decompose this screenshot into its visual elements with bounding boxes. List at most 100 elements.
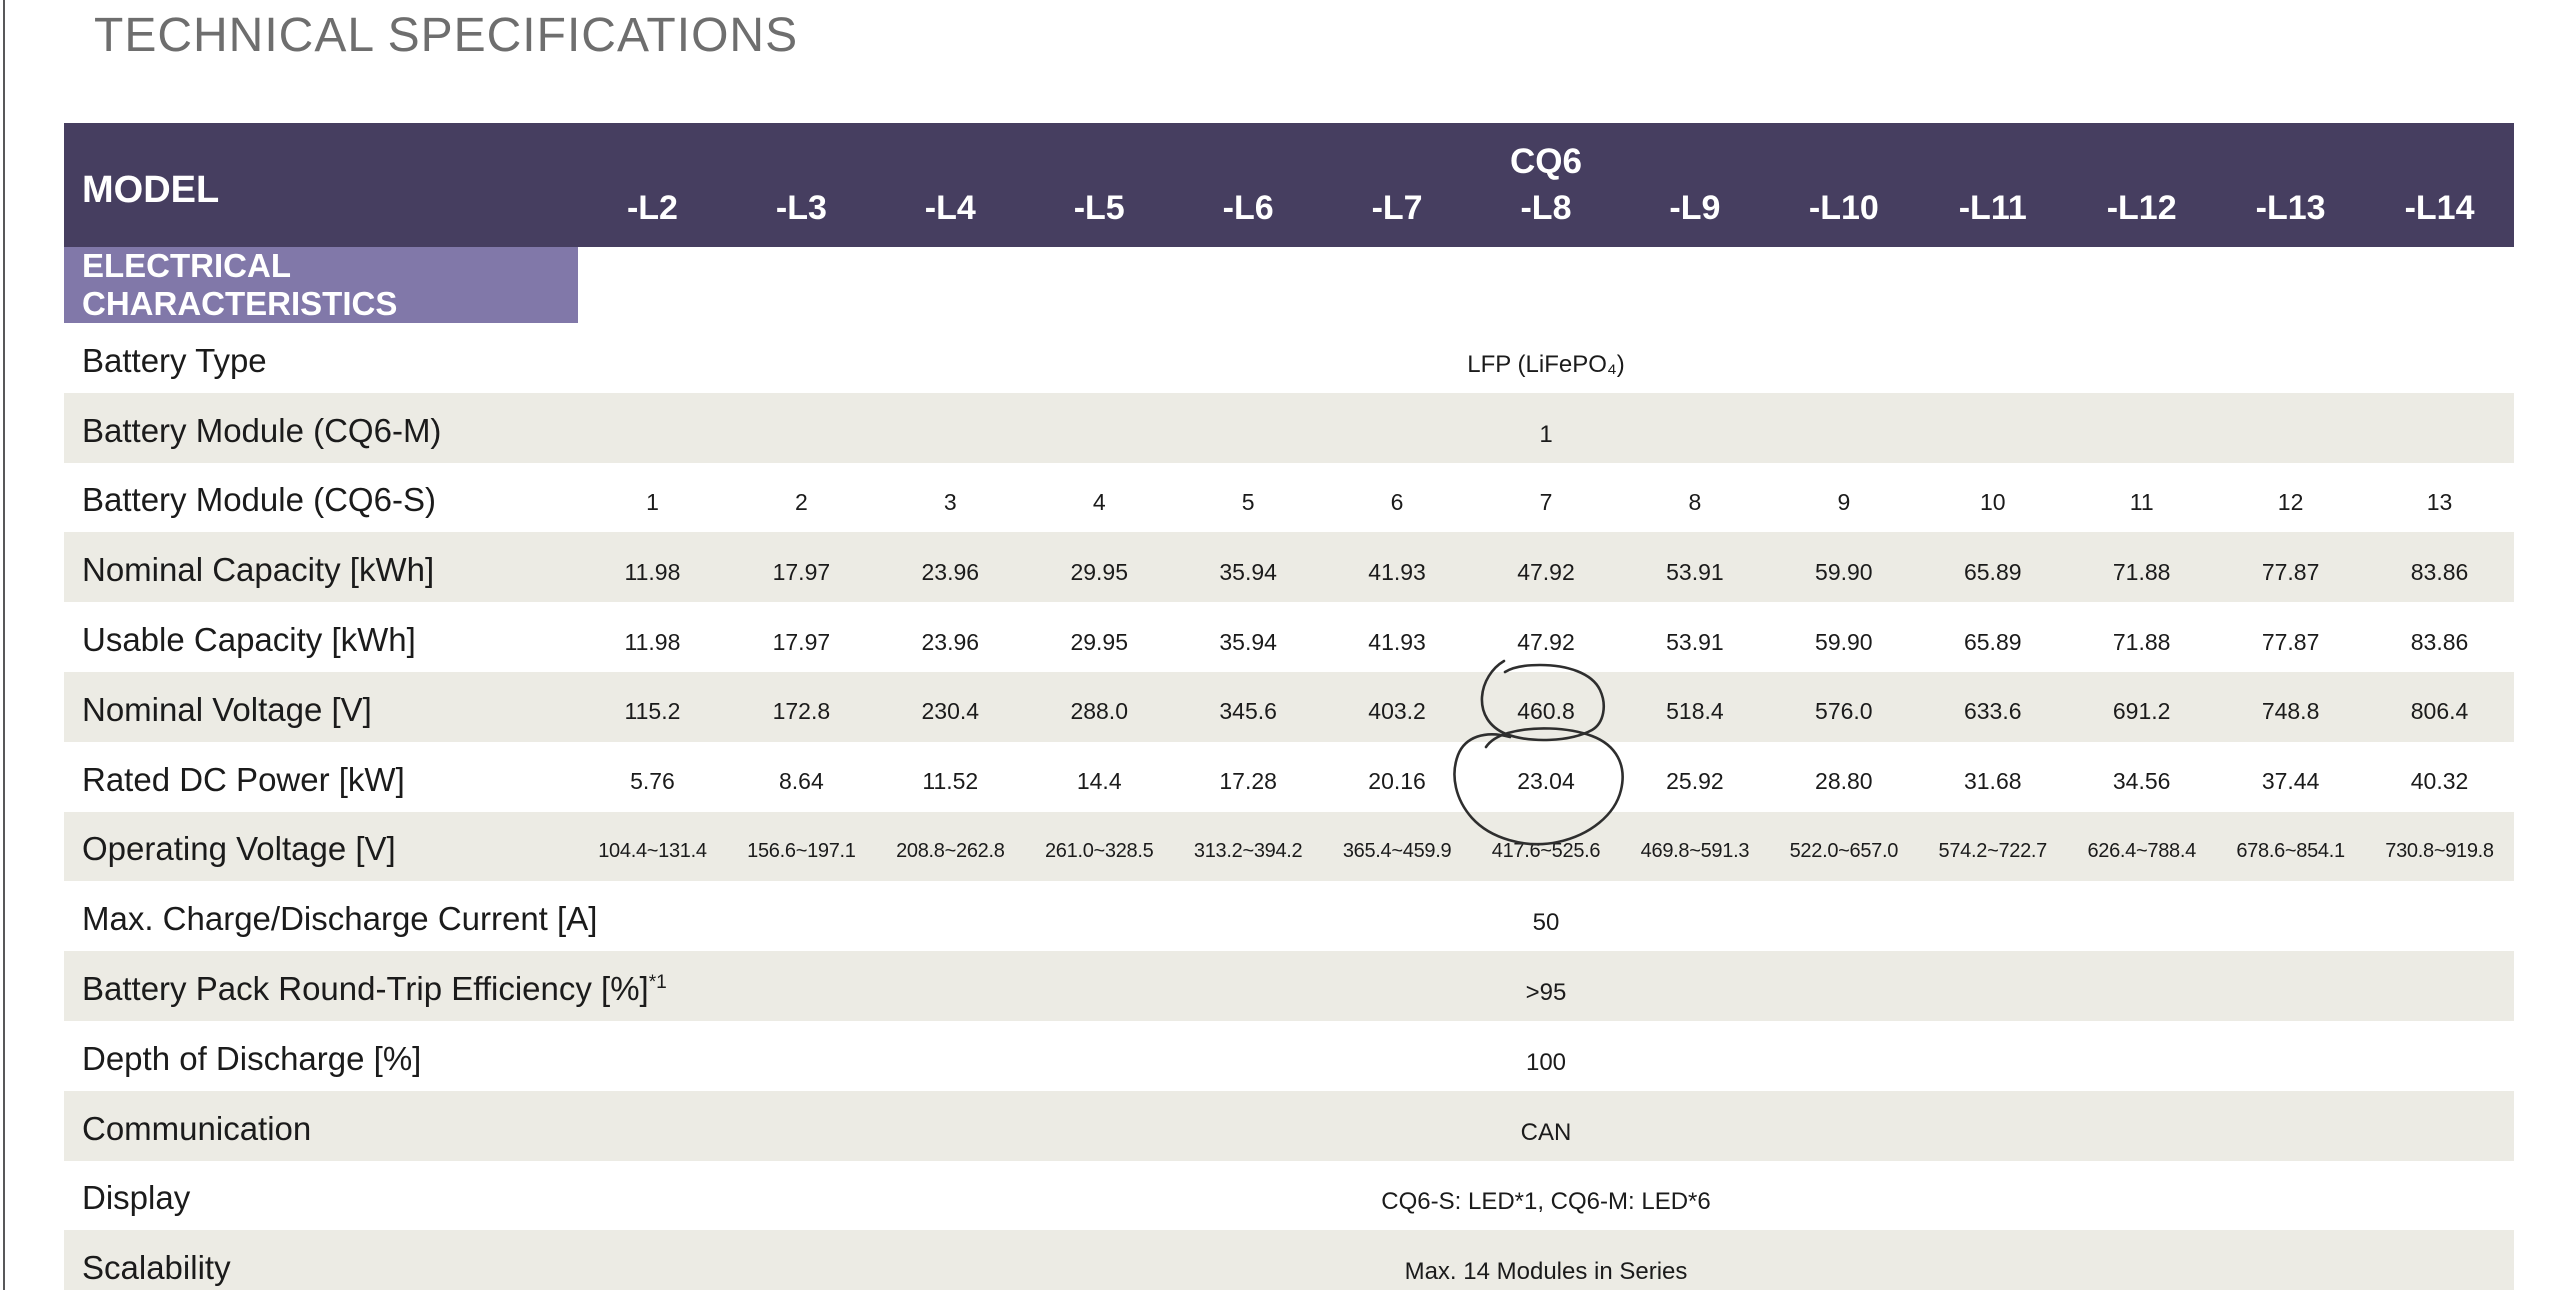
spec-value-cell: 8 [1688, 488, 1702, 515]
spec-row: Nominal Capacity [kWh] 11.98 17.97 23.96 29.… [64, 532, 2514, 603]
spec-value-cell: 230.4 [875, 671, 1025, 742]
header-spacer [1620, 123, 1770, 187]
spec-row: Display CQ6-S: LED*1, CQ6-M: LED*6 [64, 1161, 2514, 1231]
spec-row-label: Max. Charge/Discharge Current [A] [64, 881, 597, 951]
spec-value-cell: 40.32 [2410, 768, 2469, 795]
column-header: -L11 [1918, 187, 2068, 247]
spec-row-label: Operating Voltage [V] [64, 811, 578, 882]
spec-value-cell: 71.88 [2067, 532, 2217, 603]
spec-value-cell: 417.6~525.6 [1471, 811, 1621, 882]
column-header: -L6 [1173, 187, 1323, 247]
column-header: -L2 [578, 187, 727, 247]
section-banner-label: ELECTRICAL CHARACTERISTICS [64, 247, 578, 323]
spec-value-cell: 626.4~788.4 [2067, 811, 2217, 882]
spec-row: Battery Module (CQ6-M) 1 [64, 392, 2514, 463]
spec-row-label: Battery Pack Round-Trip Efficiency [%]*1 [64, 951, 667, 1021]
spec-value-cell: 53.91 [1666, 628, 1724, 655]
spec-span-value: Max. 14 Modules in Series [578, 1230, 2514, 1290]
spec-value-cell: 29.95 [1024, 532, 1174, 603]
spec-value-cell: 35.94 [1173, 532, 1323, 603]
spec-row: Rated DC Power [kW] 5.76 8.64 11.52 14.4 17.2… [64, 742, 2514, 812]
spec-value-cell: 23.04 [1517, 768, 1575, 795]
spec-row-label-text: Battery Module (CQ6-S) [82, 481, 436, 519]
header-spacer [875, 123, 1025, 187]
spec-span-value: >95 [578, 951, 2514, 1021]
spec-value-cell: 522.0~657.0 [1769, 811, 1919, 882]
spec-value-cell: 576.0 [1769, 671, 1919, 742]
spec-value-cell: 10 [1979, 488, 2006, 515]
spec-value-cell: 403.2 [1322, 671, 1472, 742]
header-spacer [1024, 123, 1174, 187]
spec-value-cell: 156.6~197.1 [726, 811, 876, 882]
spec-row: Communication CAN [64, 1090, 2514, 1161]
spec-row-label: Battery Module (CQ6-S) [64, 463, 578, 533]
header-spacer [2216, 123, 2366, 187]
header-row-columns: -L2 -L3 -L4 -L5 -L6 -L7 -L8 -L9 -L10 -L11 -L12 -L13… [64, 187, 2514, 247]
spec-row-label: Nominal Voltage [V] [64, 671, 578, 742]
spec-row-label-text: Communication [82, 1109, 312, 1147]
column-header: -L14 [2365, 187, 2514, 247]
header-spacer [1173, 123, 1323, 187]
spec-value-cell: 47.92 [1471, 532, 1621, 603]
spec-row-label: Display [64, 1161, 578, 1231]
spec-value-cell: 6 [1390, 488, 1404, 515]
spec-value-cell: 115.2 [578, 671, 727, 742]
spec-span-value: CAN [578, 1090, 2514, 1161]
spec-value-cell: 11.52 [922, 768, 979, 795]
section-banner-row: ELECTRICAL CHARACTERISTICS [64, 247, 2514, 323]
spec-value-cell: 678.6~854.1 [2216, 811, 2366, 882]
spec-row-label-text: Battery Type [82, 341, 267, 379]
spec-value-cell: 20.16 [1368, 768, 1426, 795]
family-header: CQ6 [1471, 123, 1621, 187]
spec-value-cell: 59.90 [1815, 628, 1873, 655]
spec-value-cell: 14.4 [1076, 768, 1122, 795]
header-spacer [1322, 123, 1472, 187]
spec-row-label-text: Display [82, 1179, 191, 1217]
column-header: -L7 [1322, 187, 1472, 247]
spec-span-value: 50 [1532, 909, 1560, 937]
spec-row-label-text: Nominal Voltage [V] [82, 690, 372, 728]
footnote-marker: *1 [648, 972, 667, 994]
spec-row-label-text: Max. Charge/Discharge Current [A] [82, 900, 598, 938]
header-spacer [1769, 123, 1919, 187]
spec-value-cell: 71.88 [2112, 628, 2171, 655]
spec-row: Depth of Discharge [%] 100 [64, 1021, 2514, 1091]
spec-value-cell: 365.4~459.9 [1322, 811, 1472, 882]
spec-value-cell: 37.44 [2261, 768, 2320, 795]
spec-value-cell: 633.6 [1918, 671, 2068, 742]
spec-value-cell: 77.87 [2216, 532, 2366, 603]
spec-row-label-text: Battery Pack Round-Trip Efficiency [%] [82, 970, 649, 1008]
spec-value-cell: 17.28 [1219, 768, 1277, 795]
spec-value-cell: 41.93 [1322, 532, 1472, 603]
spec-row-label: Usable Capacity [kWh] [64, 602, 578, 672]
spec-row: Max. Charge/Discharge Current [A] 50 [64, 881, 2514, 951]
column-header: -L5 [1024, 187, 1174, 247]
spec-value-cell: 8.64 [779, 768, 824, 795]
spec-row-label: Nominal Capacity [kWh] [64, 532, 578, 603]
spec-value-cell: 288.0 [1024, 671, 1174, 742]
column-header: -L8 [1471, 187, 1621, 247]
spec-span-value: 100 [1525, 1048, 1567, 1076]
spec-row-label-text: Rated DC Power [kW] [82, 760, 405, 798]
spec-row-label: Battery Module (CQ6-M) [64, 392, 578, 463]
spec-value-cell: 172.8 [726, 671, 876, 742]
header-row-top: MODEL CQ6 [64, 123, 2514, 247]
spec-value-cell: 23.96 [921, 628, 980, 655]
spec-value-cell: 12 [2277, 488, 2304, 515]
column-header: -L9 [1620, 187, 1770, 247]
spec-value-cell: 469.8~591.3 [1620, 811, 1770, 882]
spec-value-cell: 4 [1092, 488, 1106, 515]
spec-row: Nominal Voltage [V] 115.2 172.8 230.4 288.0 3… [64, 671, 2514, 742]
model-header: MODEL [64, 123, 578, 247]
column-header: -L13 [2216, 187, 2366, 247]
spec-value-cell: 1 [646, 488, 659, 515]
spec-span-value: 1 [578, 392, 2514, 463]
spec-row-label-text: Operating Voltage [V] [82, 830, 396, 868]
header-spacer [578, 123, 727, 187]
spec-value-cell: 11.98 [624, 628, 681, 655]
header-spacer [1918, 123, 2068, 187]
spec-row-label: Communication [64, 1090, 578, 1161]
spec-value-cell: 208.8~262.8 [875, 811, 1025, 882]
spec-value-cell: 11 [2129, 488, 2154, 515]
